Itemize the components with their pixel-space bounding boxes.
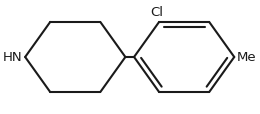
Text: Me: Me <box>237 51 257 64</box>
Text: Cl: Cl <box>151 6 164 19</box>
Text: HN: HN <box>3 51 22 64</box>
